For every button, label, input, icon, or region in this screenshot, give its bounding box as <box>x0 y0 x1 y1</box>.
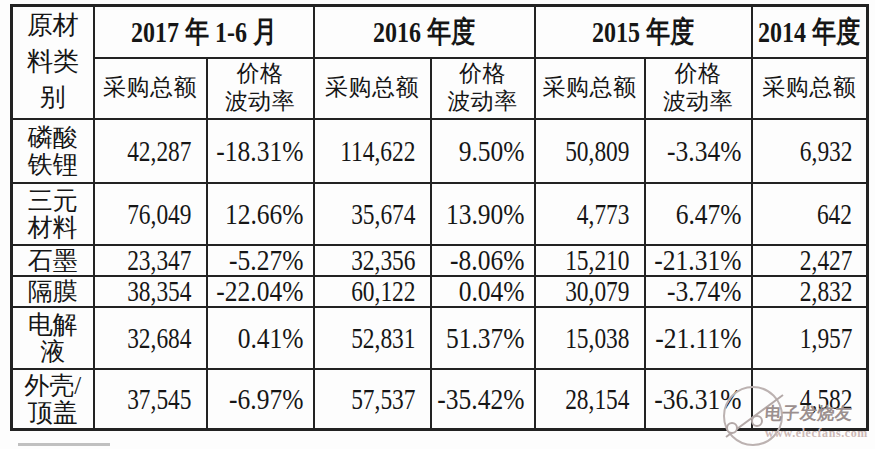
header-period-2016: 2016 年度 <box>314 6 535 58</box>
value-cell: 4,773 <box>535 183 645 245</box>
header-price-volatility-2017: 价格 波动率 <box>207 58 314 119</box>
value-cell: 60,122 <box>314 276 431 307</box>
value-cell: 35,674 <box>314 183 431 245</box>
value-cell: 6,932 <box>752 119 868 183</box>
material-cell: 外壳/ 顶盖 <box>12 369 94 430</box>
value-cell: -8.06% <box>431 245 535 276</box>
value-cell: -6.97% <box>207 369 314 430</box>
value-cell: 12.66% <box>207 183 314 245</box>
value-cell: 37,545 <box>94 369 207 430</box>
header-purchase-total-2017: 采购总额 <box>94 58 207 119</box>
scan-artifact-line <box>18 443 110 446</box>
value-cell: 51.37% <box>431 307 535 369</box>
material-cell: 电解 液 <box>12 307 94 369</box>
material-cell: 三元 材料 <box>12 183 94 245</box>
value-cell: 32,356 <box>314 245 431 276</box>
value-cell: 9.50% <box>431 119 535 183</box>
header-price-volatility-2015: 价格 波动率 <box>645 58 752 119</box>
value-cell: 114,622 <box>314 119 431 183</box>
table-row: 石墨 23,347 -5.27% 32,356 -8.06% 15,210 -2… <box>12 245 868 276</box>
materials-procurement-table: 原材 料类 别 2017 年 1-6 月 2016 年度 2015 年度 201… <box>10 4 869 431</box>
value-cell: 57,537 <box>314 369 431 430</box>
value-cell: 50,809 <box>535 119 645 183</box>
value-cell: 15,038 <box>535 307 645 369</box>
value-cell: 15,210 <box>535 245 645 276</box>
header-period-2014: 2014 年度 <box>752 6 868 58</box>
value-cell: 2,832 <box>752 276 868 307</box>
header-purchase-total-2016: 采购总额 <box>314 58 431 119</box>
value-cell: 0.41% <box>207 307 314 369</box>
value-cell: 52,831 <box>314 307 431 369</box>
value-cell: -3.74% <box>645 276 752 307</box>
value-cell: 642 <box>752 183 868 245</box>
watermark-url-text: www.elecfans.com <box>765 426 868 441</box>
value-cell: 28,154 <box>535 369 645 430</box>
material-cell: 磷酸 铁锂 <box>12 119 94 183</box>
value-cell: 23,347 <box>94 245 207 276</box>
value-cell: 42,287 <box>94 119 207 183</box>
table-row: 磷酸 铁锂 42,287 -18.31% 114,622 9.50% 50,80… <box>12 119 868 183</box>
elecfans-watermark: 电子发烧友 www.elecfans.com <box>680 378 875 449</box>
value-cell: 6.47% <box>645 183 752 245</box>
header-purchase-total-2014: 采购总额 <box>752 58 868 119</box>
value-cell: 30,079 <box>535 276 645 307</box>
table-row: 电解 液 32,684 0.41% 52,831 51.37% 15,038 -… <box>12 307 868 369</box>
header-material-category: 原材 料类 别 <box>12 6 94 119</box>
value-cell: -21.11% <box>645 307 752 369</box>
value-cell: 0.04% <box>431 276 535 307</box>
table-row: 三元 材料 76,049 12.66% 35,674 13.90% 4,773 … <box>12 183 868 245</box>
value-cell: 13.90% <box>431 183 535 245</box>
material-cell: 石墨 <box>12 245 94 276</box>
value-cell: 32,684 <box>94 307 207 369</box>
value-cell: -5.27% <box>207 245 314 276</box>
value-cell: -18.31% <box>207 119 314 183</box>
value-cell: 1,957 <box>752 307 868 369</box>
value-cell: 38,354 <box>94 276 207 307</box>
header-purchase-total-2015: 采购总额 <box>535 58 645 119</box>
value-cell: -35.42% <box>431 369 535 430</box>
table-row: 隔膜 38,354 -22.04% 60,122 0.04% 30,079 -3… <box>12 276 868 307</box>
value-cell: 2,427 <box>752 245 868 276</box>
value-cell: -22.04% <box>207 276 314 307</box>
header-period-2017: 2017 年 1-6 月 <box>94 6 314 58</box>
material-cell: 隔膜 <box>12 276 94 307</box>
value-cell: 76,049 <box>94 183 207 245</box>
header-period-2015: 2015 年度 <box>535 6 752 58</box>
header-price-volatility-2016: 价格 波动率 <box>431 58 535 119</box>
value-cell: -3.34% <box>645 119 752 183</box>
watermark-brand-text: 电子发烧友 <box>764 402 853 425</box>
value-cell: -21.31% <box>645 245 752 276</box>
